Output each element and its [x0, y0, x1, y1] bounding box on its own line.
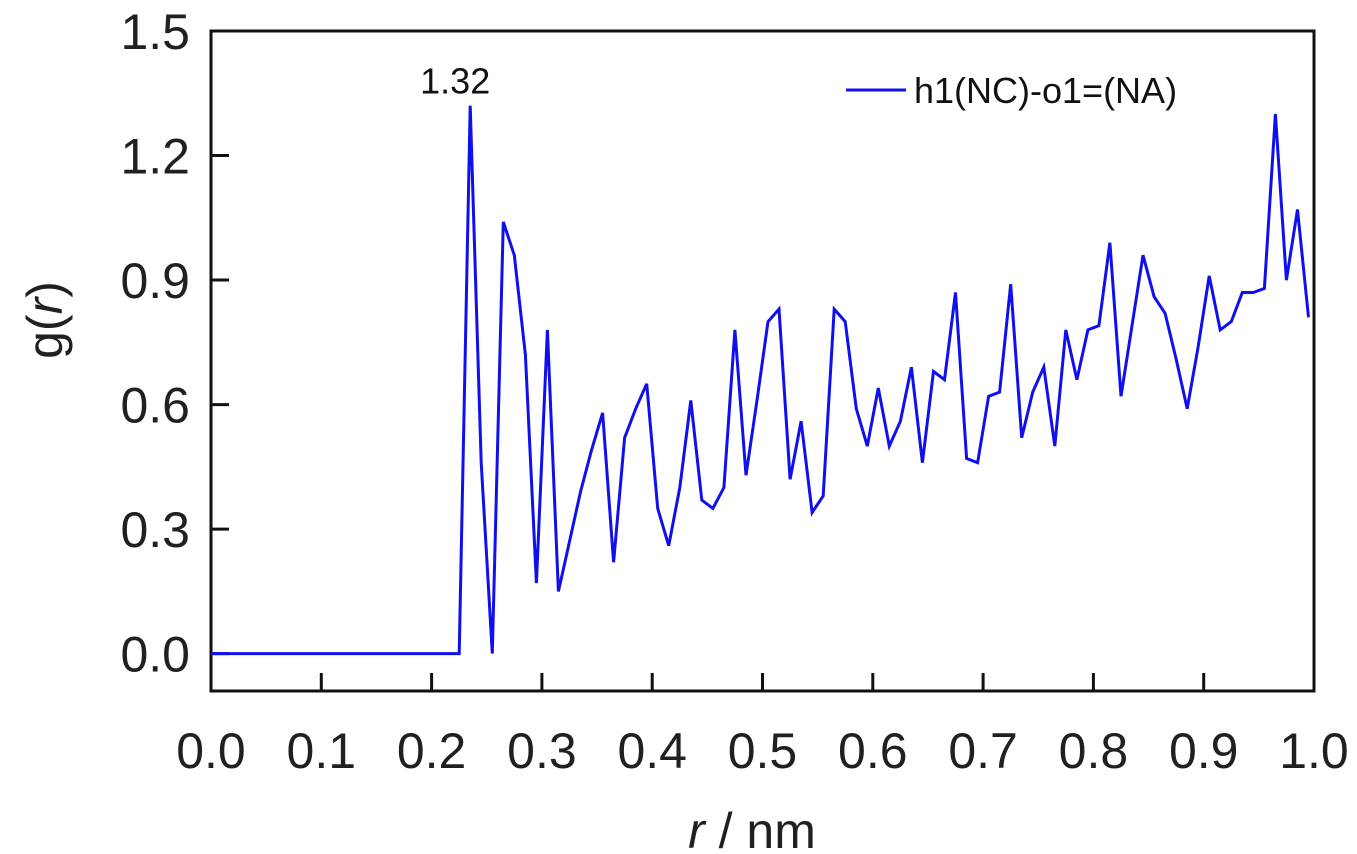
- x-tick-label: 1.0: [1279, 723, 1349, 779]
- x-axis-unit: / nm: [705, 803, 816, 854]
- x-tick-label: 0.2: [397, 723, 467, 779]
- peak-annotation: 1.32: [420, 61, 490, 102]
- y-tick-label: 1.2: [120, 129, 190, 185]
- legend: h1(NC)-o1=(NA): [846, 70, 1177, 111]
- y-tick-label: 0.0: [120, 627, 190, 683]
- y-axis-close: ): [17, 281, 73, 298]
- y-axis-fn: g(: [17, 314, 73, 359]
- y-axis-var: r: [17, 295, 73, 314]
- x-tick-label: 0.0: [176, 723, 246, 779]
- y-tick-label: 1.5: [120, 4, 190, 60]
- x-tick-label: 0.1: [287, 723, 357, 779]
- x-tick-labels: 0.0 0.1 0.2 0.3 0.4 0.5 0.6 0.7 0.8 0.9 1.0: [176, 723, 1349, 779]
- legend-label: h1(NC)-o1=(NA): [914, 70, 1177, 111]
- x-tick-label: 0.3: [507, 723, 577, 779]
- y-tick-labels: 0.0 0.3 0.6 0.9 1.2 1.5: [120, 4, 190, 683]
- x-tick-label: 0.9: [1169, 723, 1239, 779]
- x-axis-var: r: [688, 803, 707, 854]
- y-ticks: [211, 154, 229, 656]
- x-axis-title: r / nm: [688, 803, 816, 854]
- x-ticks: [319, 673, 1206, 691]
- y-tick-label: 0.9: [120, 253, 190, 309]
- series-line-h1-nc-o1-na: [211, 105, 1310, 656]
- y-tick-label: 0.3: [120, 502, 190, 558]
- x-tick-label: 0.8: [1059, 723, 1129, 779]
- x-tick-label: 0.6: [838, 723, 908, 779]
- x-tick-label: 0.7: [948, 723, 1018, 779]
- y-tick-label: 0.6: [120, 378, 190, 434]
- x-tick-label: 0.5: [728, 723, 798, 779]
- y-axis-title: g(r): [17, 281, 73, 359]
- x-tick-label: 0.4: [617, 723, 687, 779]
